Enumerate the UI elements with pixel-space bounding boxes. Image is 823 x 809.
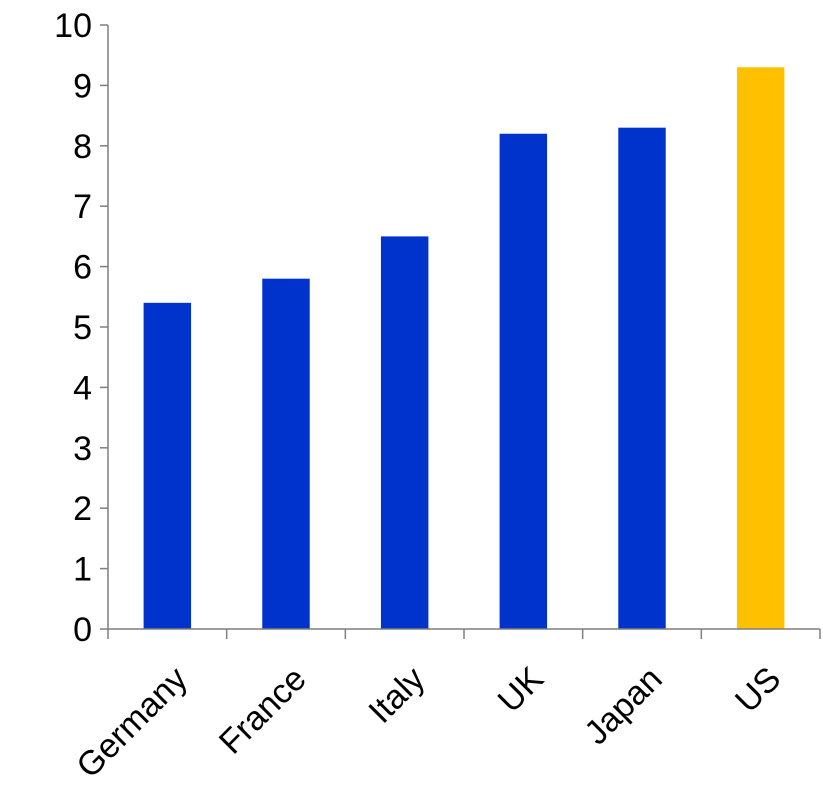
y-tick-label: 7 — [73, 188, 92, 226]
bar-france — [262, 278, 310, 629]
x-tick-group: Germany France Italy UK Japan US — [69, 629, 821, 786]
y-tick-label: 4 — [73, 369, 92, 407]
bar-germany — [143, 302, 192, 629]
x-tick-label: Japan — [577, 660, 669, 752]
x-tick-label: France — [212, 660, 314, 762]
y-tick-label: 9 — [73, 67, 92, 105]
y-tick-label: 5 — [73, 309, 92, 347]
x-tick-label: Italy — [361, 660, 432, 731]
y-tick-label: 6 — [73, 249, 92, 287]
bar-group — [143, 67, 785, 630]
x-tick-label: US — [728, 660, 788, 720]
y-tick-label: 10 — [54, 7, 92, 45]
y-axis: 0 1 2 3 4 5 6 7 8 9 10 — [54, 7, 109, 649]
bar-us — [736, 67, 785, 629]
y-tick-label: 8 — [73, 128, 92, 166]
y-tick-group: 0 1 2 3 4 5 6 7 8 9 10 — [54, 7, 108, 649]
y-tick-label: 0 — [73, 611, 92, 649]
x-axis: Germany France Italy UK Japan US — [69, 628, 821, 786]
bar-japan — [618, 127, 666, 630]
bar-uk — [499, 133, 548, 629]
y-tick-label: 2 — [73, 490, 92, 528]
x-tick-label: Germany — [69, 660, 195, 786]
y-tick-label: 1 — [73, 551, 92, 589]
bar-italy — [380, 236, 429, 629]
x-tick-label: UK — [491, 660, 551, 720]
y-tick-label: 3 — [73, 430, 92, 468]
